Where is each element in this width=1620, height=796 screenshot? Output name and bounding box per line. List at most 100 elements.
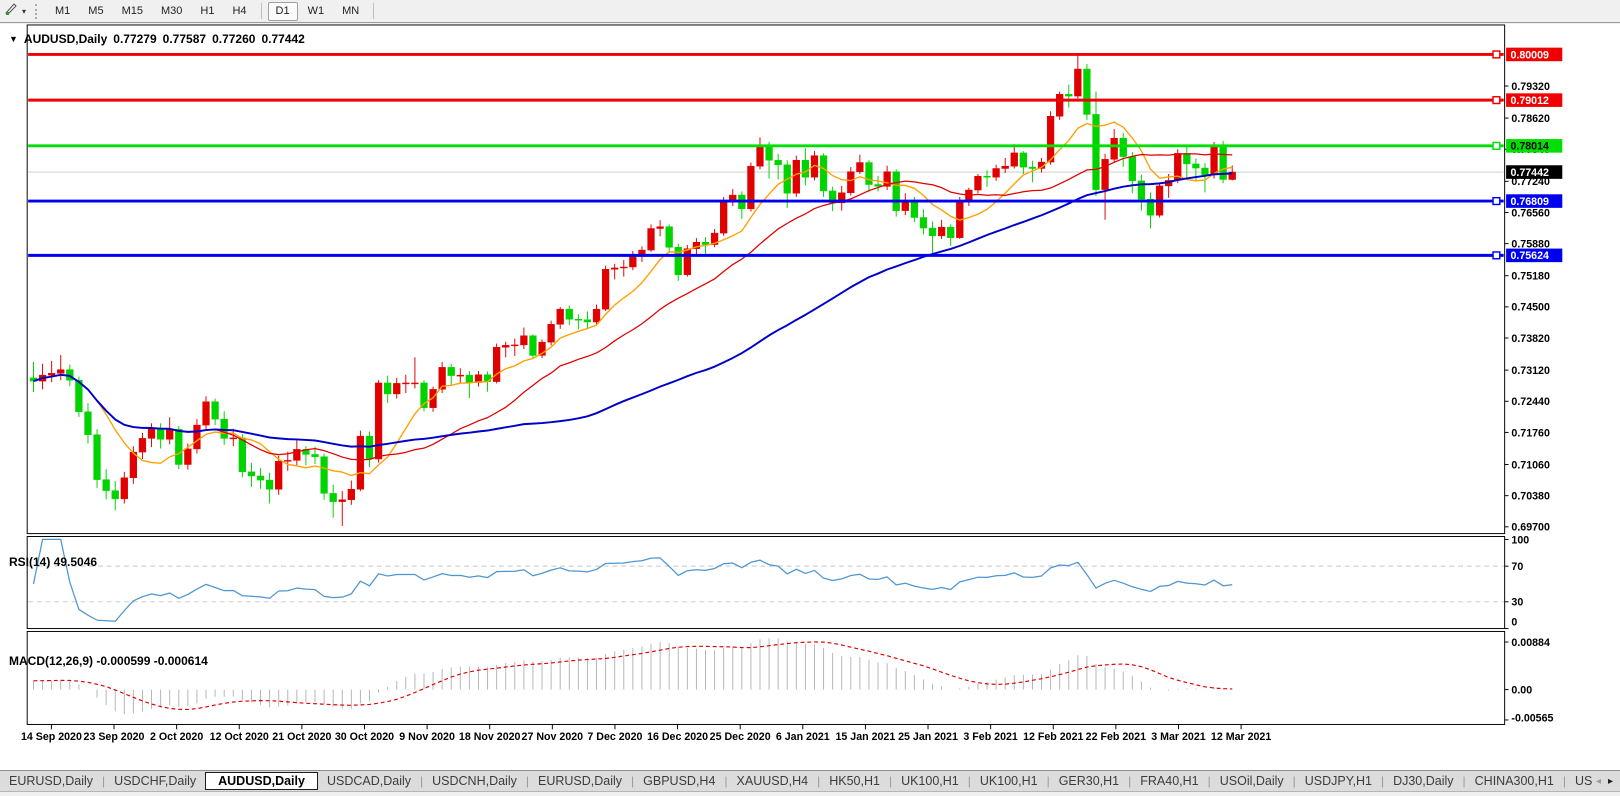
date-label: 23 Sep 2020 [84,731,145,743]
candlestick [919,217,928,229]
candlestick [520,335,528,346]
timeframe-button-h1[interactable]: H1 [200,4,215,17]
chart-tab-usdcnh-daily[interactable]: USDCNH,Daily [432,774,517,788]
candlestick [1228,171,1236,180]
cursor-tool-button[interactable]: ▾ [0,0,30,22]
chart-tab-ger30-h1[interactable]: GER30,H1 [1058,774,1120,788]
status-strip [0,791,1620,796]
candlestick [1101,159,1109,190]
date-label: 3 Feb 2021 [963,731,1018,743]
macd-panel-frame [26,630,1506,725]
mid-ma-line [33,153,1233,461]
candlestick [1056,94,1064,117]
candlestick [819,155,828,192]
candlestick [329,493,337,502]
candlestick [492,346,501,382]
chart-tab-uk100-h1[interactable]: UK100,H1 [979,774,1038,788]
candlestick [184,448,192,465]
ohlc-close: 0.77442 [261,32,305,46]
candlestick [1192,163,1200,169]
candlestick [111,490,119,500]
candlestick [765,144,773,161]
candlestick [465,374,474,383]
candlestick [1092,114,1100,190]
level-line-handle [1492,251,1501,260]
tab-separator: | [420,774,424,788]
candlestick [583,319,592,323]
candlestick [611,267,619,270]
timeframe-button-m1[interactable]: M1 [55,4,71,17]
candlestick [592,308,601,323]
candlestick [438,367,446,390]
chart-tab-fra40-h1[interactable]: FRA40,H1 [1140,774,1199,788]
tab-separator: | [724,774,728,788]
tab-separator: | [888,774,893,788]
chart-tab-xauusd-h4[interactable]: XAUUSD,H4 [736,774,809,788]
candlestick [1046,116,1055,163]
time-axis[interactable] [27,725,1504,744]
timeframe-button-w1[interactable]: W1 [307,4,325,17]
rsi-scale-label: 0 [1511,617,1517,629]
chart-tab-dj30-daily[interactable]: DJ30,Daily [1393,774,1454,788]
date-label: 27 Nov 2020 [522,731,584,743]
timeframe-button-m15[interactable]: M15 [121,4,143,17]
candlestick [701,242,710,245]
chart-tab-eurusd-daily[interactable]: EURUSD,Daily [537,774,623,788]
current-price-tag-bg [1506,165,1563,179]
price-tick-label: 0.77240 [1511,176,1550,188]
tab-separator: | [817,774,821,788]
candlestick [720,200,728,234]
date-label: 22 Feb 2021 [1086,731,1146,743]
top-toolbar: ▾ M1 M5 M15 M30 H1 H4 D1 W1 MN [0,0,1620,23]
chart-tab-audusd-daily[interactable]: AUDUSD,Daily [205,772,318,790]
candlestick [311,454,319,457]
level-price-tag: 0.78014 [1510,141,1549,153]
timeframe-button-d1[interactable]: D1 [267,1,298,21]
tab-separator: | [1207,774,1211,788]
price-chart[interactable]: 0.793200.786200.779400.772400.765600.758… [0,24,1620,770]
chart-tab-usdjpy-h1[interactable]: USDJPY,H1 [1304,774,1372,788]
tab-scroll-left-icon[interactable]: ◂ [1595,775,1601,787]
tab-separator: | [1046,774,1050,788]
chart-tab-usdchf-daily[interactable]: USDCHF,Daily [114,774,197,788]
tab-scroll-right-icon[interactable]: ▸ [1607,775,1613,787]
tab-separator: | [525,774,529,788]
chart-tab-gbpusd-h4[interactable]: GBPUSD,H4 [643,774,716,788]
chart-tab-hk50-h1[interactable]: HK50,H1 [829,774,880,788]
candlestick [57,369,65,374]
candlestick [356,435,365,490]
candlestick [838,192,846,204]
candlestick [220,418,228,439]
candlestick [1019,152,1027,168]
price-tick-label: 0.71760 [1511,427,1550,439]
candlestick [883,171,891,187]
price-tick-label: 0.71060 [1511,459,1550,471]
symbol-dropdown-icon[interactable]: ▼ [9,34,18,44]
candlestick [792,159,800,194]
chart-tab-eurusd-daily[interactable]: EURUSD,Daily [9,774,94,788]
candlestick [874,184,882,187]
chart-tab-usoil-daily[interactable]: USOil,Daily [1219,774,1284,788]
candlestick [293,449,301,461]
candlestick [1119,138,1127,157]
level-price-tag: 0.75624 [1510,250,1549,262]
candlestick [1146,198,1155,216]
candlestick [565,308,573,320]
timeframe-button-mn[interactable]: MN [342,4,360,17]
chart-tab-uk100-h1[interactable]: UK100,H1 [901,774,959,788]
rsi-line [32,538,1233,622]
candlestick [238,437,246,473]
timeframe-button-m5[interactable]: M5 [88,4,104,17]
candlestick [983,176,991,178]
timeframe-button-m30[interactable]: M30 [160,4,183,17]
level-price-tag-bg [1506,194,1563,208]
candlestick [138,438,147,453]
chart-tab-china300-h1[interactable]: CHINA300,H1 [1474,774,1554,788]
candlestick [647,228,655,251]
timeframe-button-h4[interactable]: H4 [232,4,247,17]
candlestick [166,428,174,440]
price-axis[interactable] [1506,25,1595,724]
price-tick-label: 0.72440 [1511,396,1550,408]
chart-tab-usdcad-daily[interactable]: USDCAD,Daily [326,774,411,788]
rsi-scale-label: 70 [1511,561,1523,573]
